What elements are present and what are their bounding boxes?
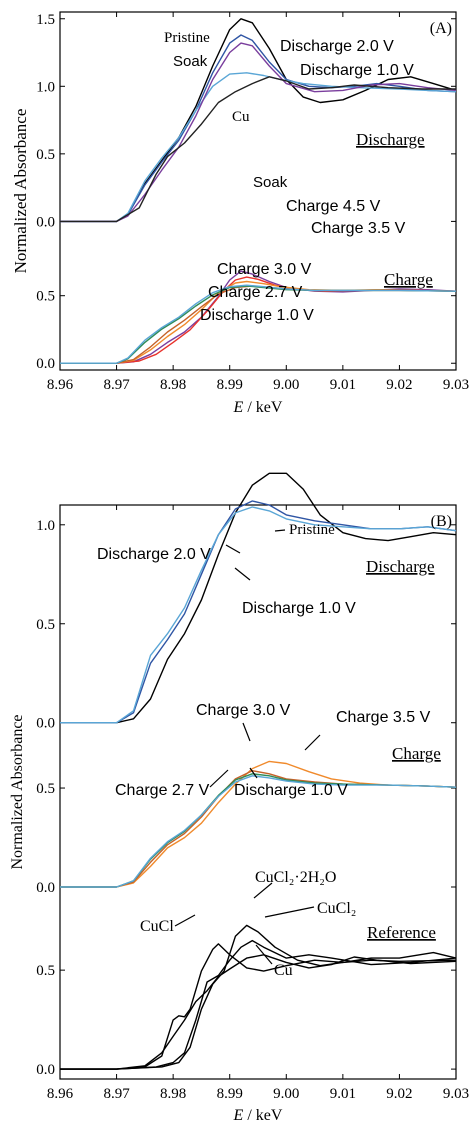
x-tick-label: 8.96 — [47, 1086, 74, 1102]
label-b-group-reference: Reference — [367, 923, 436, 942]
label-charge-3-5v: Charge 3.5 V — [311, 220, 406, 237]
series-line-cu — [60, 76, 456, 223]
x-tick-label: 8.97 — [103, 1086, 130, 1102]
leader-b-cucl2-2h2o — [253, 882, 273, 899]
x-tick-label: 9.02 — [386, 377, 412, 393]
label-discharge-2v: Discharge 2.0 V — [280, 38, 394, 55]
x-tick-label: 9.03 — [443, 1086, 469, 1102]
panel-a-x-ticks: 8.96 8.97 8.98 8.99 9.00 9.01 9.02 9.03 — [47, 12, 469, 393]
y-tick-label: 0.5 — [36, 147, 55, 163]
label-group-charge: Charge — [384, 270, 433, 289]
x-tick-label: 8.99 — [217, 377, 243, 393]
leader-b-charge-3-5v — [304, 734, 321, 751]
y-tick-label: 0.5 — [36, 963, 55, 979]
x-tick-label: 8.96 — [47, 377, 74, 393]
leader-b-charge-3-0v — [242, 722, 251, 742]
x-tick-label: 9.01 — [330, 377, 356, 393]
y-tick-label: 0.0 — [36, 880, 55, 896]
x-tick-label: 9.02 — [386, 1086, 412, 1102]
label-discharge-1v: Discharge 1.0 V — [300, 62, 414, 79]
panel-a-y-ticks: 1.5 1.0 0.5 0.0 0.5 0.0 — [36, 12, 456, 372]
series-line-pristine — [60, 472, 457, 724]
x-tick-label: 8.97 — [103, 377, 130, 393]
label-b-discharge-2v: Discharge 2.0 V — [97, 546, 211, 563]
leader-b-charge-2-7v — [209, 769, 229, 788]
label-pristine: Pristine — [164, 30, 210, 46]
x-tick-label: 9.01 — [330, 1086, 356, 1102]
label-b-cucl: CuCl — [140, 918, 174, 935]
series-line-discharge-2-0-v — [60, 34, 457, 223]
panel-b-frame — [59, 504, 457, 1080]
panel-b-x-ticks: 8.96 8.97 8.98 8.99 9.00 9.01 9.02 9.03 — [47, 505, 469, 1102]
leader-b-pristine — [274, 529, 286, 532]
label-discharge-1v-charge: Discharge 1.0 V — [200, 307, 314, 324]
label-b-pristine: Pristine — [289, 522, 335, 538]
y-tick-label: 0.5 — [36, 617, 55, 633]
series-line-cucl2 — [60, 939, 457, 1070]
series-line-cu — [60, 954, 457, 1070]
panel-a-series — [60, 18, 457, 364]
label-charge-3-0v: Charge 3.0 V — [217, 261, 312, 278]
x-tick-label: 8.98 — [160, 1086, 186, 1102]
label-b-cu: Cu — [274, 962, 293, 979]
label-charge-4-5v: Charge 4.5 V — [286, 198, 381, 215]
series-line-discharge-1-0-v — [60, 775, 457, 888]
leader-b-cucl2 — [264, 906, 315, 918]
leader-b-cucl — [174, 914, 196, 927]
panel-b-series — [60, 472, 457, 1070]
y-tick-label: 1.0 — [36, 518, 55, 534]
y-tick-label: 1.5 — [36, 12, 55, 28]
leader-b-cu — [255, 944, 273, 965]
label-b-charge-2-7v: Charge 2.7 V — [115, 782, 210, 799]
panel-b-y-ticks: 1.0 0.5 0.0 0.5 0.0 0.5 0.0 — [36, 518, 456, 1078]
x-tick-label: 9.03 — [443, 377, 469, 393]
label-group-discharge: Discharge — [356, 130, 425, 149]
y-tick-label: 0.0 — [36, 716, 55, 732]
label-b-group-discharge: Discharge — [366, 557, 435, 576]
leader-b-discharge-1v — [234, 567, 251, 581]
leader-b-discharge-2v — [225, 544, 241, 554]
y-tick-label: 0.0 — [36, 214, 55, 230]
x-tick-label: 9.00 — [273, 377, 299, 393]
panel-a-ylabel: Normalized Absorbance — [11, 109, 30, 274]
panel-b-xlabel: E / keV — [233, 1107, 283, 1124]
label-soak-2: Soak — [253, 174, 288, 191]
label-cu: Cu — [232, 109, 250, 125]
panel-a-xlabel: E / keV — [233, 399, 283, 416]
series-line-discharge-1-0-v — [60, 284, 457, 364]
y-tick-label: 0.0 — [36, 356, 55, 372]
label-b-cucl2: CuCl₂ — [317, 900, 356, 917]
y-tick-label: 0.5 — [36, 781, 55, 797]
panel-b-label: (B) — [431, 513, 452, 530]
label-soak: Soak — [173, 53, 208, 70]
y-tick-label: 0.5 — [36, 289, 55, 305]
label-b-charge-3-5v: Charge 3.5 V — [336, 709, 431, 726]
panel-a-frame — [59, 11, 457, 371]
panel-a: 8.96 8.97 8.98 8.99 9.00 9.01 9.02 9.03 1.5 1.0 0… — [11, 11, 469, 416]
series-line-soak — [60, 42, 457, 223]
x-tick-label: 8.98 — [160, 377, 186, 393]
label-b-discharge-1v: Discharge 1.0 V — [242, 600, 356, 617]
label-b-charge-3-0v: Charge 3.0 V — [196, 702, 291, 719]
y-tick-label: 1.0 — [36, 79, 55, 95]
label-b-group-charge: Charge — [392, 744, 441, 763]
panel-a-label: (A) — [430, 20, 452, 37]
label-charge-2-7v: Charge 2.7 V — [208, 284, 303, 301]
panel-b: 8.96 8.97 8.98 8.99 9.00 9.01 9.02 9.03 1.0 0.5 0… — [9, 472, 469, 1124]
x-tick-label: 9.00 — [273, 1086, 299, 1102]
panel-b-ylabel: Normalized Absorbance — [9, 714, 26, 869]
leader-b-discharge-1v-charge — [249, 767, 258, 779]
series-line-pristine — [60, 18, 457, 223]
label-b-discharge-1v-charge: Discharge 1.0 V — [234, 782, 348, 799]
label-b-cucl2-2h2o: CuCl₂·2H₂O — [255, 869, 336, 886]
series-line-cucl2-2h2o — [60, 924, 457, 1070]
y-tick-label: 0.0 — [36, 1062, 55, 1078]
series-line-discharge-1-0-v — [60, 506, 457, 724]
x-tick-label: 8.99 — [217, 1086, 243, 1102]
series-line-discharge-1-0-v — [60, 72, 457, 223]
